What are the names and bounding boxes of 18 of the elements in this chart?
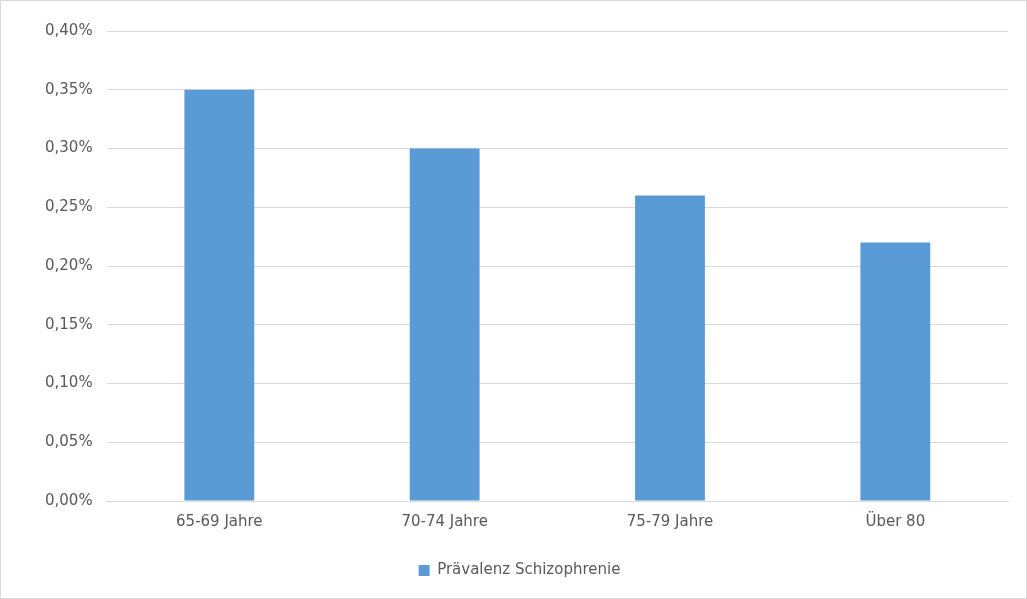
bar <box>184 89 255 501</box>
y-tick-label: 0,10% <box>45 373 93 392</box>
y-tick-label: 0,05% <box>45 432 93 451</box>
x-tick-label: 65-69 Jahre <box>176 511 263 530</box>
bar <box>409 148 480 501</box>
y-tick-label: 0,25% <box>45 197 93 216</box>
bar <box>860 242 931 501</box>
x-tick-label: Über 80 <box>865 510 926 530</box>
y-tick-label: 0,40% <box>45 20 93 39</box>
y-tick-label: 0,20% <box>45 255 93 274</box>
bar <box>635 195 705 501</box>
y-tick-label: 0,35% <box>45 79 93 98</box>
y-tick-label: 0,15% <box>45 314 93 333</box>
x-tick-label: 75-79 Jahre <box>626 511 714 530</box>
y-tick-label: 0,00% <box>45 490 93 509</box>
x-tick-label: 70-74 Jahre <box>401 511 488 530</box>
y-tick-label: 0,30% <box>45 138 93 157</box>
legend-label: Prävalenz Schizophrenie <box>437 560 621 579</box>
